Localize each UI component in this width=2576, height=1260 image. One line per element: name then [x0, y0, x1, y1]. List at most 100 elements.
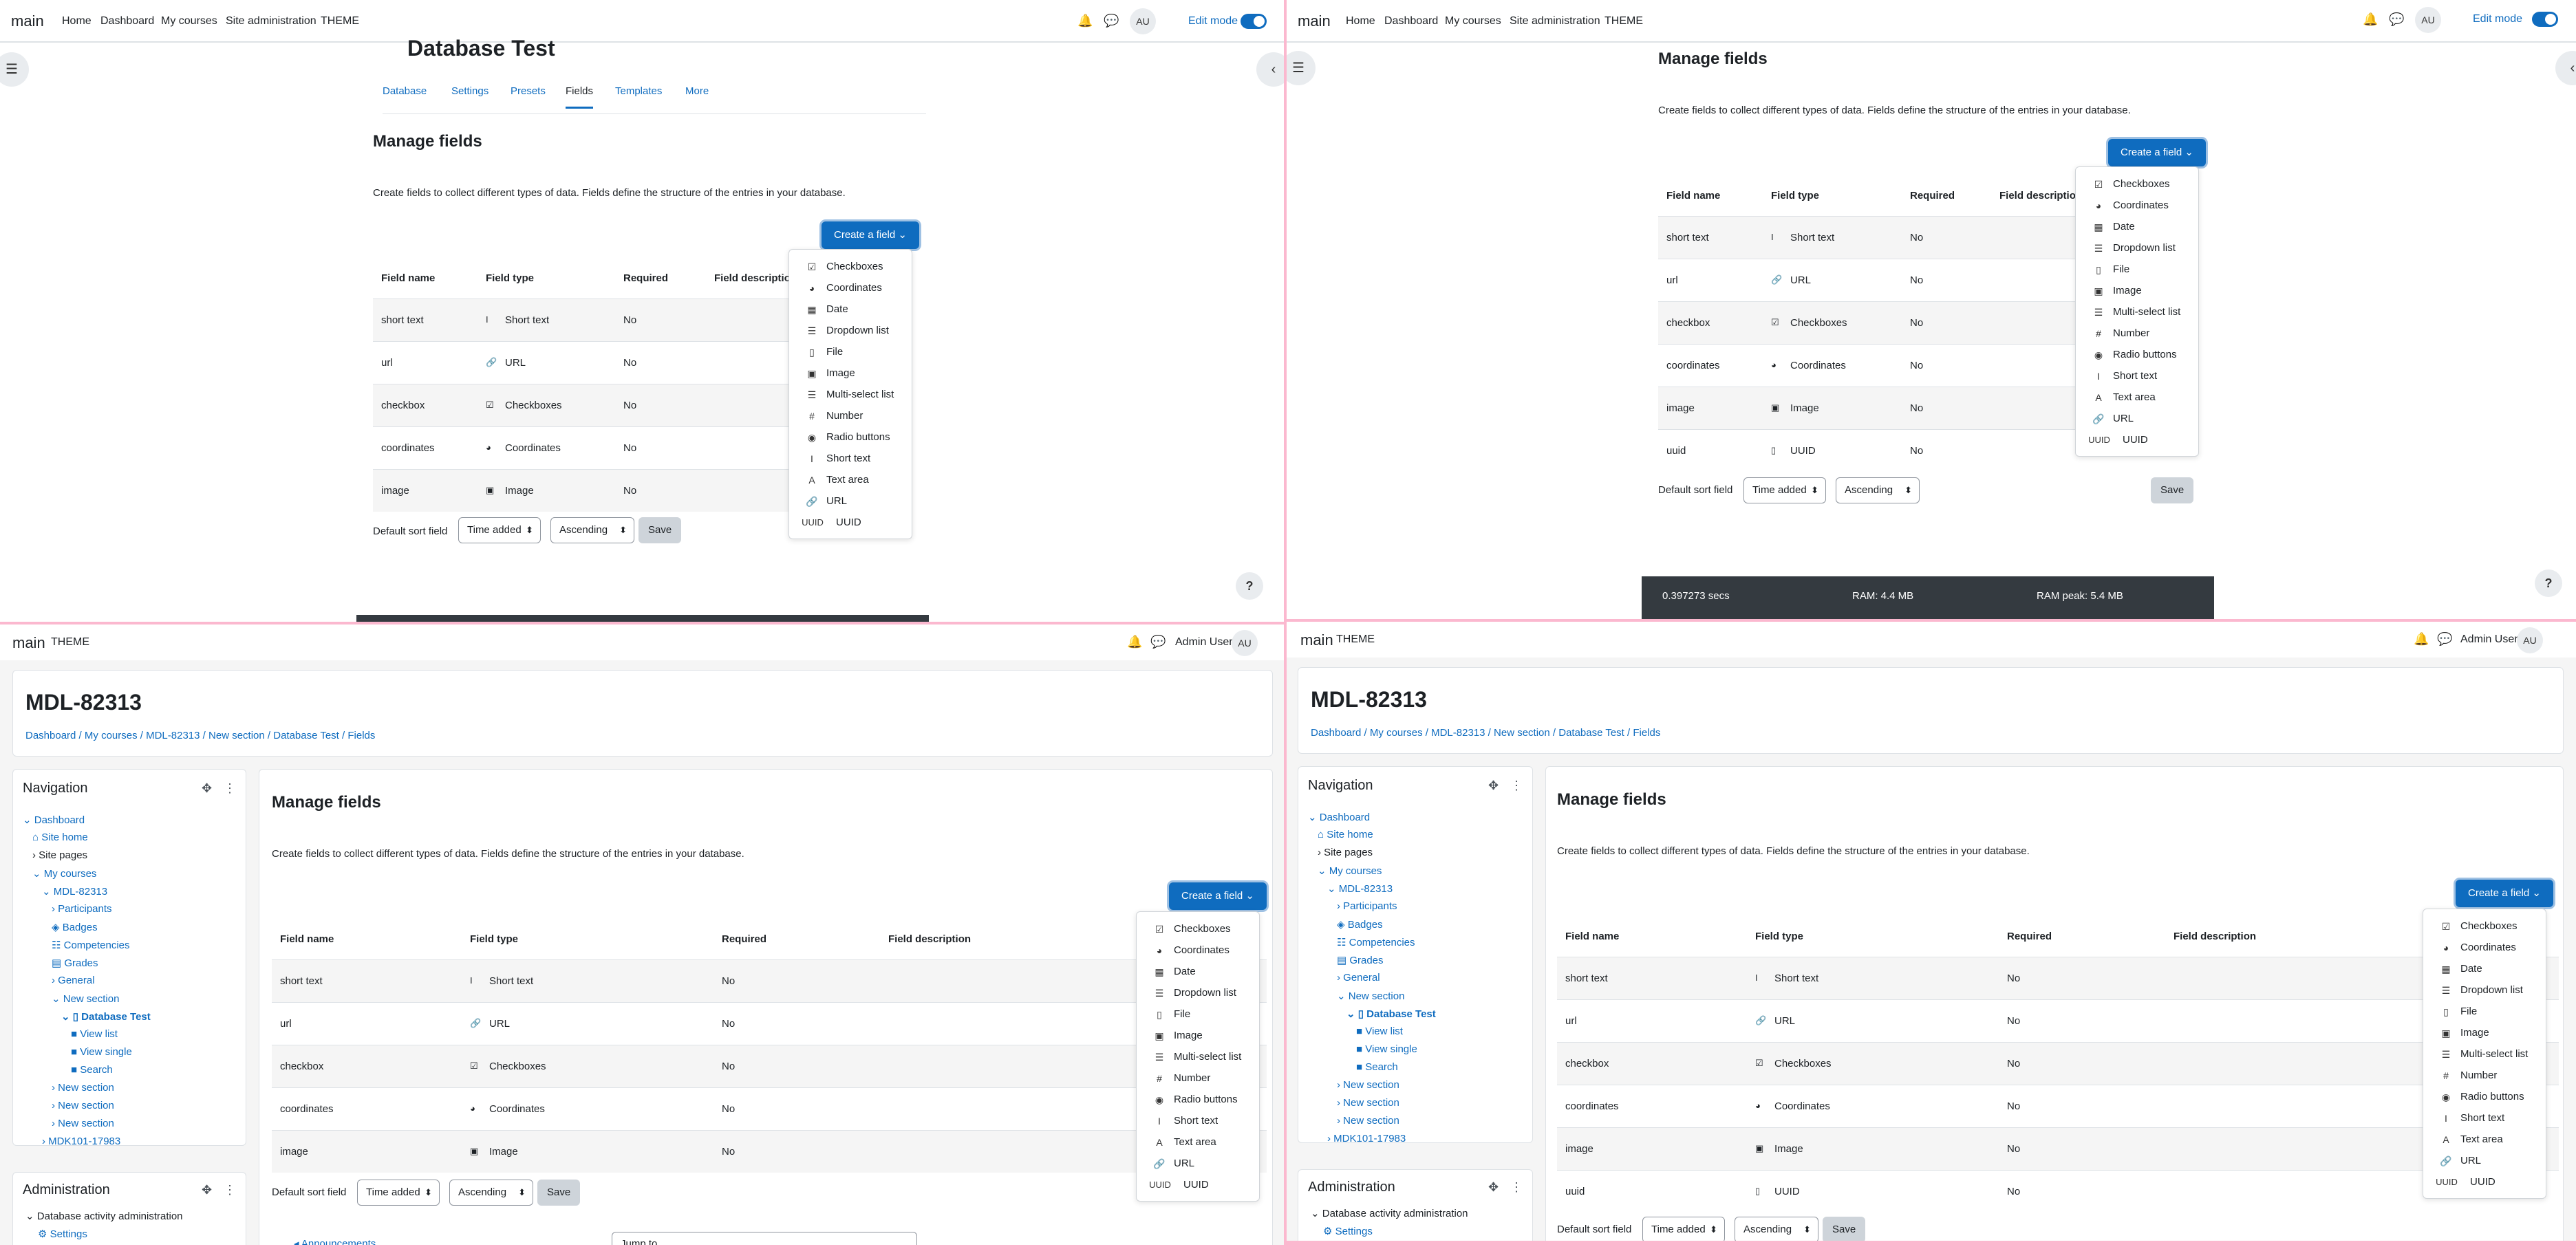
admin-item-activity[interactable]: ⌄ Database activity administration: [1311, 1208, 1468, 1219]
bell-icon[interactable]: 🔔: [1077, 14, 1093, 28]
sort-order-select[interactable]: Ascending: [1735, 1217, 1818, 1241]
create-field-button[interactable]: Create a field ⌄: [2456, 880, 2553, 907]
nav-tree-item[interactable]: ◈ Badges: [52, 922, 98, 933]
sort-field-select[interactable]: Time added: [357, 1180, 440, 1206]
nav-tree-item[interactable]: ◈ Badges: [1337, 919, 1383, 931]
create-field-button[interactable]: Create a field ⌄: [822, 221, 919, 249]
save-button[interactable]: Save: [2151, 477, 2194, 503]
nav-home[interactable]: Home: [62, 15, 92, 27]
messages-icon[interactable]: 💬: [2389, 12, 2405, 26]
nav-theme[interactable]: THEME: [321, 15, 359, 27]
nav-tree-item[interactable]: › New section: [1337, 1079, 1399, 1091]
right-drawer-toggle[interactable]: ‹: [1256, 52, 1284, 87]
nav-tree-item[interactable]: ☷ Competencies: [52, 939, 130, 951]
nav-tree-item[interactable]: ⌄ Dashboard: [1308, 812, 1371, 823]
crumb-dashboard[interactable]: Dashboard: [25, 730, 76, 741]
move-icon[interactable]: ✥: [202, 781, 213, 795]
nav-my-courses[interactable]: My courses: [1445, 15, 1501, 27]
nav-tree-item[interactable]: ■ Search: [1356, 1061, 1398, 1073]
nav-tree-item[interactable]: › New section: [52, 1082, 114, 1094]
jump-to-select[interactable]: Jump to...: [612, 1232, 917, 1245]
create-field-button[interactable]: Create a field ⌄: [2108, 139, 2206, 166]
user-name[interactable]: Admin User: [1175, 636, 1233, 648]
nav-site-administration[interactable]: Site administration: [1510, 15, 1600, 27]
left-drawer-toggle[interactable]: ☰: [0, 52, 29, 87]
crumb-my-courses[interactable]: My courses: [84, 730, 138, 741]
sort-order-select[interactable]: Ascending: [1836, 477, 1920, 503]
nav-tree-item[interactable]: › Site pages: [1318, 847, 1373, 858]
block-menu-icon[interactable]: ⋮: [224, 781, 236, 795]
crumb-my-courses[interactable]: My courses: [1369, 727, 1423, 739]
nav-tree-item[interactable]: ■ View single: [1356, 1043, 1417, 1055]
nav-tree-item[interactable]: › Participants: [52, 903, 112, 915]
save-button[interactable]: Save: [537, 1180, 581, 1206]
tab-more[interactable]: More: [685, 85, 709, 97]
right-drawer-toggle[interactable]: ‹: [2555, 51, 2576, 85]
nav-tree-item[interactable]: ■ View list: [71, 1028, 118, 1040]
nav-tree-item[interactable]: ⌂ Site home: [1318, 829, 1373, 840]
nav-my-courses[interactable]: My courses: [161, 15, 217, 27]
nav-tree-item[interactable]: ☷ Competencies: [1337, 937, 1415, 948]
nav-tree-item[interactable]: ⌄ New section: [1337, 990, 1405, 1002]
move-icon[interactable]: ✥: [1488, 779, 1499, 792]
nav-tree-item[interactable]: › MDK101-17983: [42, 1136, 121, 1147]
crumb-dashboard[interactable]: Dashboard: [1311, 727, 1362, 739]
save-button[interactable]: Save: [1823, 1217, 1866, 1241]
nav-theme[interactable]: THEME: [1604, 15, 1643, 27]
nav-dashboard[interactable]: Dashboard: [100, 15, 155, 27]
nav-tree-item[interactable]: ⌄ MDL-82313: [1327, 883, 1393, 895]
help-button[interactable]: ?: [1236, 572, 1263, 600]
crumb-database[interactable]: Database Test: [273, 730, 339, 741]
nav-theme[interactable]: THEME: [51, 636, 89, 648]
edit-mode-toggle[interactable]: [1241, 14, 1267, 29]
tab-presets[interactable]: Presets: [511, 85, 546, 97]
nav-tree-item[interactable]: ⌄ MDL-82313: [42, 886, 108, 898]
nav-tree-item[interactable]: › New section: [1337, 1097, 1399, 1109]
avatar[interactable]: AU: [1232, 630, 1258, 656]
messages-icon[interactable]: 💬: [2437, 632, 2453, 646]
nav-tree-item[interactable]: › Participants: [1337, 900, 1397, 912]
move-icon[interactable]: ✥: [1488, 1180, 1499, 1194]
edit-mode-toggle[interactable]: [2532, 12, 2558, 27]
nav-home[interactable]: Home: [1346, 15, 1375, 27]
nav-tree-item[interactable]: ⌄ ▯ Database Test: [1346, 1008, 1436, 1020]
bell-icon[interactable]: 🔔: [2363, 12, 2379, 26]
sort-field-select[interactable]: Time added: [458, 517, 541, 543]
bell-icon[interactable]: 🔔: [2414, 632, 2429, 646]
crumb-course[interactable]: MDL-82313: [146, 730, 200, 741]
site-name[interactable]: main: [1298, 12, 1331, 30]
crumb-section[interactable]: New section: [208, 730, 265, 741]
nav-tree-item[interactable]: ■ View list: [1356, 1025, 1403, 1037]
tab-templates[interactable]: Templates: [615, 85, 663, 97]
sort-order-select[interactable]: Ascending: [550, 517, 634, 543]
nav-tree-item[interactable]: ⌄ Dashboard: [23, 814, 85, 826]
site-name[interactable]: main: [12, 634, 45, 651]
create-field-button[interactable]: Create a field ⌄: [1169, 882, 1267, 910]
bell-icon[interactable]: 🔔: [1127, 635, 1143, 649]
user-name[interactable]: Admin User: [2460, 633, 2518, 645]
messages-icon[interactable]: 💬: [1150, 635, 1166, 649]
nav-tree-item[interactable]: ▤ Grades: [52, 957, 98, 969]
avatar[interactable]: AU: [1130, 8, 1156, 34]
nav-tree-item[interactable]: ⌂ Site home: [32, 832, 88, 843]
tab-fields[interactable]: Fields: [566, 85, 594, 109]
nav-tree-item[interactable]: ⌄ My courses: [32, 868, 97, 880]
site-name[interactable]: main: [1300, 631, 1333, 649]
sort-field-select[interactable]: Time added: [1642, 1217, 1725, 1241]
admin-item-settings[interactable]: ⚙ Settings: [38, 1228, 87, 1240]
nav-tree-item[interactable]: ▤ Grades: [1337, 955, 1384, 966]
site-name[interactable]: main: [11, 12, 44, 30]
nav-tree-item[interactable]: › General: [1337, 972, 1380, 984]
nav-tree-item[interactable]: › New section: [52, 1118, 114, 1129]
sort-order-select[interactable]: Ascending: [449, 1180, 533, 1206]
nav-theme[interactable]: THEME: [1336, 633, 1375, 645]
nav-tree-item[interactable]: ⌄ ▯ Database Test: [61, 1011, 151, 1023]
crumb-fields[interactable]: Fields: [347, 730, 376, 741]
move-icon[interactable]: ✥: [202, 1183, 213, 1197]
crumb-course[interactable]: MDL-82313: [1431, 727, 1485, 739]
block-menu-icon[interactable]: ⋮: [1510, 779, 1523, 792]
crumb-section[interactable]: New section: [1494, 727, 1550, 739]
nav-tree-item[interactable]: ■ View single: [71, 1046, 132, 1058]
admin-item-settings[interactable]: ⚙ Settings: [1323, 1226, 1373, 1237]
nav-tree-item[interactable]: › General: [52, 975, 95, 986]
